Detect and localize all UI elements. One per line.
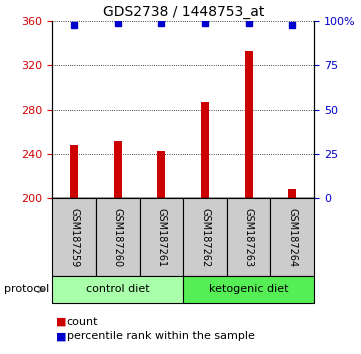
Text: GSM187264: GSM187264 — [287, 207, 297, 267]
Bar — [52, 276, 183, 303]
Bar — [114, 141, 122, 198]
Text: ketogenic diet: ketogenic diet — [209, 284, 288, 295]
Bar — [245, 51, 253, 198]
Text: ■: ■ — [56, 317, 66, 327]
Text: ■: ■ — [56, 331, 66, 341]
Bar — [183, 198, 227, 276]
Text: protocol: protocol — [4, 284, 49, 295]
Bar — [52, 198, 96, 276]
Bar — [96, 198, 140, 276]
Text: GSM187262: GSM187262 — [200, 207, 210, 267]
Bar — [140, 198, 183, 276]
Text: count: count — [67, 317, 98, 327]
Bar — [201, 102, 209, 198]
Title: GDS2738 / 1448753_at: GDS2738 / 1448753_at — [103, 5, 264, 19]
Text: GSM187259: GSM187259 — [69, 207, 79, 267]
Bar — [288, 189, 296, 198]
Bar — [183, 276, 314, 303]
Bar — [157, 151, 165, 198]
Text: percentile rank within the sample: percentile rank within the sample — [67, 331, 255, 341]
Text: GSM187260: GSM187260 — [113, 207, 123, 267]
Bar — [227, 198, 270, 276]
Bar — [270, 198, 314, 276]
Text: GSM187263: GSM187263 — [244, 207, 254, 267]
Bar — [70, 145, 78, 198]
Text: GSM187261: GSM187261 — [156, 207, 166, 267]
Text: control diet: control diet — [86, 284, 149, 295]
